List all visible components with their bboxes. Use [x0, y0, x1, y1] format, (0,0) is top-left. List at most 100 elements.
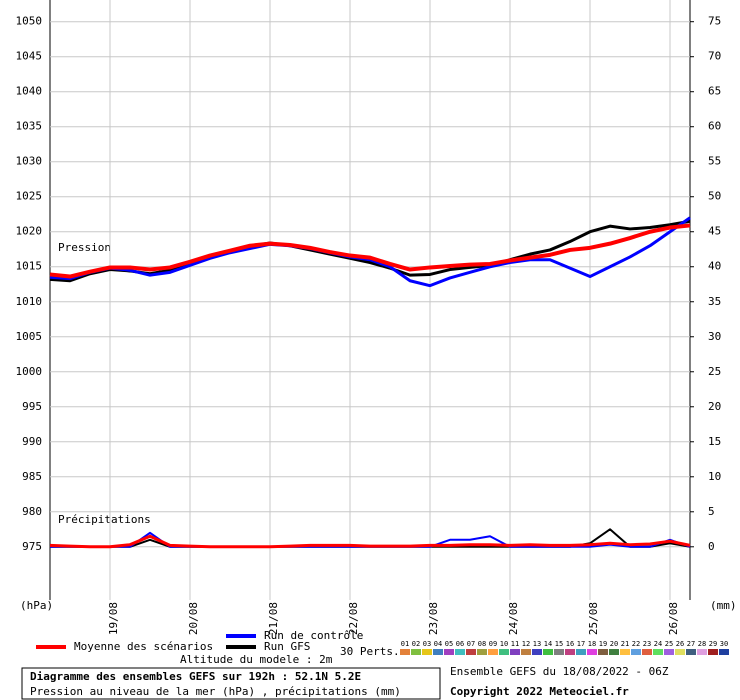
perturbation-swatch: [521, 649, 531, 655]
run-info: Ensemble GEFS du 18/08/2022 - 06Z: [450, 665, 669, 678]
perturbation-label: 18: [588, 640, 596, 648]
series-line: [49, 216, 691, 288]
perturbation-label: 22: [632, 640, 640, 648]
x-tick-label: 22/08: [347, 602, 360, 635]
y-tick-label: 1040: [16, 85, 43, 98]
perturbation-swatch: [455, 649, 465, 655]
y-tick-label: 975: [22, 540, 42, 553]
x-tick-label: 26/08: [667, 602, 680, 635]
perturbation-label: 16: [566, 640, 574, 648]
y2-tick-label: 65: [708, 85, 721, 98]
perturbation-swatch: [664, 649, 674, 655]
perturbation-label: 24: [654, 640, 662, 648]
perturbation-label: 12: [522, 640, 530, 648]
y-tick-label: 990: [22, 435, 42, 448]
perturbation-label: 23: [643, 640, 651, 648]
title-box: [21, 667, 441, 700]
perturbation-label: 15: [555, 640, 563, 648]
perturbation-label: 05: [445, 640, 453, 648]
y-tick-label: 1025: [16, 190, 43, 203]
y-tick-label: 995: [22, 400, 42, 413]
precip-label: Précipitations: [58, 513, 151, 526]
y-tick-label: 1050: [16, 15, 43, 28]
perturbation-label: 01: [401, 640, 409, 648]
perturbation-swatch: [609, 649, 619, 655]
perturbation-swatch: [598, 649, 608, 655]
y2-tick-label: 60: [708, 120, 721, 133]
perturbation-label: 02: [412, 640, 420, 648]
x-tick-label: 23/08: [427, 602, 440, 635]
perturbation-label: 11: [511, 640, 519, 648]
perturbation-label: 29: [709, 640, 717, 648]
perturbation-swatch: [433, 649, 443, 655]
y2-tick-label: 20: [708, 400, 721, 413]
chart-subtitle: Pression au niveau de la mer (hPa) , pré…: [30, 685, 401, 698]
legend-label: Run GFS: [264, 640, 310, 653]
perturbation-label: 28: [698, 640, 706, 648]
series-line: [49, 219, 691, 283]
x-tick-label: 24/08: [507, 602, 520, 635]
perturbation-label: 14: [544, 640, 552, 648]
perturbation-swatch: [697, 649, 707, 655]
perturbation-swatch: [554, 649, 564, 655]
y-unit: (hPa): [20, 599, 53, 612]
perturbation-label: 10: [500, 640, 508, 648]
y2-tick-label: 30: [708, 330, 721, 343]
perturbation-swatch: [653, 649, 663, 655]
y-tick-label: 1045: [16, 50, 43, 63]
pressure-label: Pression: [58, 241, 111, 254]
perturbation-swatch: [576, 649, 586, 655]
perturbations-label: 30 Perts.: [340, 645, 400, 658]
y-tick-label: 1020: [16, 225, 43, 238]
perturbation-label: 30: [720, 640, 728, 648]
perturbation-swatch: [532, 649, 542, 655]
y2-tick-label: 75: [708, 15, 721, 28]
y2-tick-label: 5: [708, 505, 715, 518]
perturbation-swatch: [719, 649, 729, 655]
perturbation-swatch: [400, 649, 410, 655]
perturbation-swatch: [565, 649, 575, 655]
x-tick-label: 25/08: [587, 602, 600, 635]
perturbation-swatch: [631, 649, 641, 655]
perturbation-swatch: [587, 649, 597, 655]
y-tick-label: 1035: [16, 120, 43, 133]
perturbation-label: 25: [665, 640, 673, 648]
perturbation-swatch: [477, 649, 487, 655]
perturbation-swatch: [543, 649, 553, 655]
perturbation-label: 13: [533, 640, 541, 648]
perturbation-label: 04: [434, 640, 442, 648]
y2-tick-label: 25: [708, 365, 721, 378]
perturbation-swatch: [499, 649, 509, 655]
perturbation-swatch: [422, 649, 432, 655]
y2-tick-label: 0: [708, 540, 715, 553]
perturbation-swatch: [466, 649, 476, 655]
y-tick-label: 1000: [16, 365, 43, 378]
perturbation-label: 06: [456, 640, 464, 648]
y-tick-label: 980: [22, 505, 42, 518]
y-tick-label: 985: [22, 470, 42, 483]
perturbation-swatch: [510, 649, 520, 655]
perturbation-label: 07: [467, 640, 475, 648]
chart-title: Diagramme des ensembles GEFS sur 192h : …: [30, 670, 361, 683]
y-tick-label: 1030: [16, 155, 43, 168]
perturbation-swatch: [708, 649, 718, 655]
y2-tick-label: 15: [708, 435, 721, 448]
y-tick-label: 1015: [16, 260, 43, 273]
perturbation-swatch: [488, 649, 498, 655]
perturbation-label: 03: [423, 640, 431, 648]
y2-unit: (mm): [710, 599, 737, 612]
y2-tick-label: 10: [708, 470, 721, 483]
x-tick-label: 20/08: [187, 602, 200, 635]
perturbation-label: 09: [489, 640, 497, 648]
perturbation-label: 17: [577, 640, 585, 648]
y2-tick-label: 40: [708, 260, 721, 273]
perturbation-swatch: [675, 649, 685, 655]
y-tick-label: 1005: [16, 330, 43, 343]
perturbation-swatch: [444, 649, 454, 655]
perturbation-swatch: [686, 649, 696, 655]
legend-label: Moyenne des scénarios: [74, 640, 213, 653]
perturbation-label: 08: [478, 640, 486, 648]
series-line: [49, 534, 691, 549]
perturbation-swatch: [620, 649, 630, 655]
